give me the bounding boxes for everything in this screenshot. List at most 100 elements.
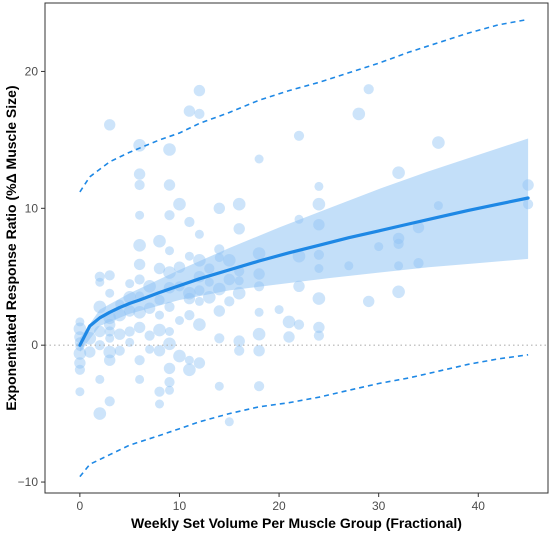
data-point <box>153 234 166 248</box>
data-point <box>214 253 224 263</box>
data-point <box>204 263 215 274</box>
data-point <box>233 223 245 235</box>
data-point <box>193 253 206 267</box>
fit-line-layer <box>78 196 530 347</box>
data-point <box>292 249 306 263</box>
data-point <box>252 327 266 341</box>
data-point <box>214 244 225 255</box>
data-point <box>184 310 195 321</box>
prediction-interval-layer <box>79 18 529 478</box>
data-point <box>133 139 146 152</box>
data-point <box>393 238 404 249</box>
data-point <box>164 301 175 312</box>
data-point <box>154 386 165 397</box>
data-point <box>294 214 304 224</box>
data-point <box>93 300 107 314</box>
data-point <box>165 246 174 256</box>
data-point <box>124 305 136 317</box>
panel-border <box>44 2 549 494</box>
data-point <box>214 333 225 344</box>
data-point <box>73 322 87 336</box>
data-point <box>252 247 266 260</box>
data-point <box>143 302 156 314</box>
data-point <box>133 239 146 252</box>
data-point <box>194 296 204 306</box>
confidence-band-layer <box>79 138 529 352</box>
y-axis-title: Exponentiated Response Ratio (%Δ Muscle … <box>3 85 19 410</box>
data-point <box>134 355 145 366</box>
data-point <box>204 277 214 287</box>
data-point <box>223 253 236 267</box>
data-point <box>184 216 195 228</box>
data-point <box>163 362 176 375</box>
data-point <box>104 270 115 281</box>
data-point <box>312 292 326 305</box>
data-point <box>293 280 305 292</box>
data-point <box>194 108 205 119</box>
data-point <box>344 261 354 271</box>
data-point <box>75 387 85 397</box>
data-point <box>163 143 176 156</box>
data-point <box>93 407 107 420</box>
prediction-interval-lower <box>79 354 529 478</box>
data-point <box>274 305 284 315</box>
data-point <box>163 337 176 351</box>
data-point <box>184 251 194 261</box>
data-point <box>392 285 405 299</box>
data-point <box>165 385 174 395</box>
data-point <box>232 286 246 300</box>
data-point <box>104 326 115 337</box>
y-tick-label: 0 <box>31 338 38 352</box>
data-point <box>314 264 324 273</box>
data-point <box>133 168 146 180</box>
data-point <box>103 345 116 359</box>
data-point <box>73 347 87 360</box>
data-point <box>183 292 196 305</box>
data-point <box>183 363 196 377</box>
data-point <box>135 374 145 384</box>
x-tick-label: 30 <box>372 499 386 513</box>
data-point <box>153 323 166 337</box>
data-point <box>193 318 206 331</box>
data-point <box>193 357 206 369</box>
data-point <box>183 105 196 117</box>
data-point <box>313 249 324 260</box>
y-tick-label: 10 <box>25 201 39 215</box>
data-point <box>194 285 205 296</box>
data-point <box>173 197 186 211</box>
data-point <box>254 281 265 292</box>
data-point <box>164 377 175 388</box>
data-point <box>392 166 405 179</box>
data-point <box>95 277 105 287</box>
data-point <box>183 286 196 300</box>
data-point <box>363 84 374 95</box>
data-point <box>95 374 105 384</box>
data-point <box>144 330 155 341</box>
data-point <box>363 295 375 308</box>
data-point <box>283 331 295 343</box>
data-point <box>135 210 145 220</box>
data-point <box>522 179 534 191</box>
data-point <box>432 136 445 149</box>
data-point <box>392 232 405 245</box>
data-point <box>74 364 85 375</box>
data-point <box>153 262 166 275</box>
data-point <box>254 381 265 392</box>
data-point <box>134 179 145 191</box>
data-point <box>293 130 305 141</box>
data-point <box>213 282 226 296</box>
data-point <box>233 335 245 347</box>
data-point <box>133 306 146 319</box>
data-point <box>104 396 115 407</box>
data-point <box>104 354 116 366</box>
data-point <box>193 84 206 97</box>
data-point <box>394 261 404 271</box>
data-point <box>155 310 164 320</box>
data-point <box>145 344 155 354</box>
data-point <box>94 325 106 338</box>
data-point <box>232 197 246 211</box>
data-point <box>254 307 264 317</box>
data-point <box>253 268 265 280</box>
data-point <box>74 357 86 369</box>
